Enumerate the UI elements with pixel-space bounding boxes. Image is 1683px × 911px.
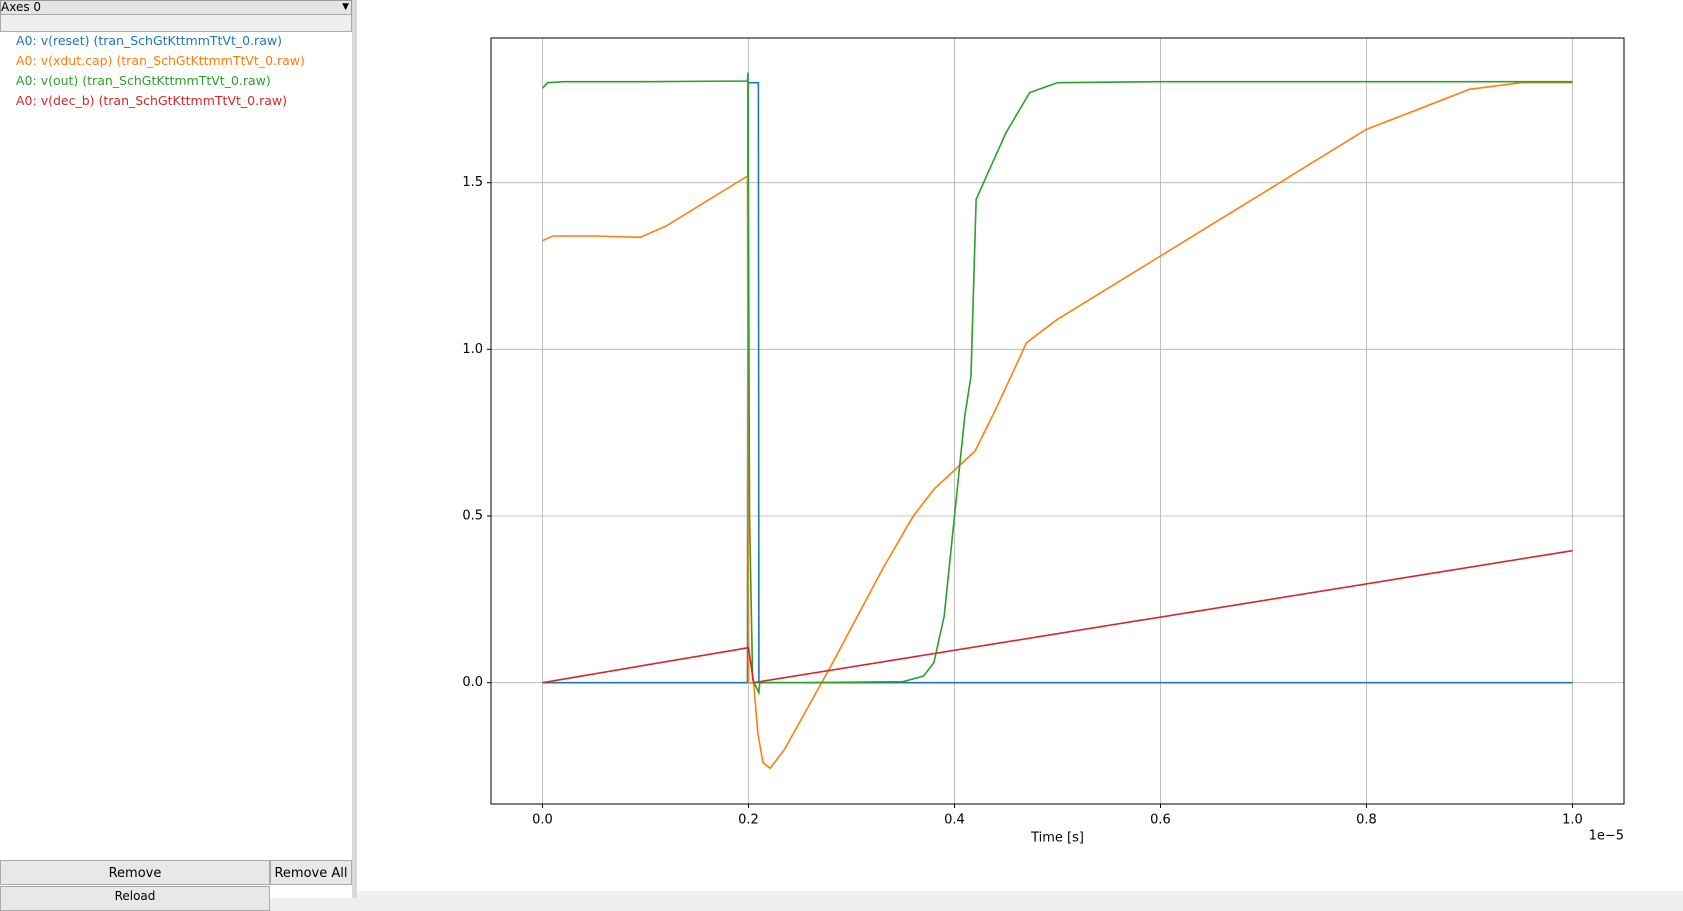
x-tick-label: 0.6 [1150, 813, 1171, 828]
sidebar: Axes 0 ▼ A0: v(reset) (tran_SchGtKttmmTtV… [0, 0, 357, 911]
axes-select[interactable]: Axes 0 ▼ [0, 0, 352, 15]
trace-item[interactable]: A0: v(xdut.cap) (tran_SchGtKttmmTtVt_0.r… [16, 53, 305, 68]
y-tick-label: 0.0 [462, 675, 483, 690]
plot-panel: 0.0 0.2 0.4 0.6 0.8 1.0 0.0 0.5 1.0 1.5 Time [s] 1e… [357, 0, 1683, 891]
y-tick-label: 0.5 [462, 509, 483, 524]
chart: 0.0 0.2 0.4 0.6 0.8 1.0 0.0 0.5 1.0 1.5 Time [s] 1e… [462, 37, 1625, 846]
y-tick-label: 1.5 [462, 175, 483, 190]
trace-item[interactable]: A0: v(reset) (tran_SchGtKttmmTtVt_0.raw) [16, 33, 282, 48]
series-line [542, 549, 1573, 684]
trace-item[interactable]: A0: v(out) (tran_SchGtKttmmTtVt_0.raw) [16, 73, 271, 88]
x-axis-label: Time [s] [1030, 831, 1084, 846]
dropdown-arrow: ▼ [342, 2, 349, 12]
series-line [542, 81, 1573, 684]
remove-all-button[interactable]: Remove All [270, 860, 352, 885]
x-offset-label: 1e−5 [1589, 829, 1624, 844]
y-tick-label: 1.0 [462, 342, 483, 357]
x-tick-label: 0.2 [738, 813, 759, 828]
x-tick-label: 0.0 [532, 813, 553, 828]
filter-box[interactable] [0, 14, 352, 32]
reload-button[interactable]: Reload [0, 886, 270, 911]
series-line [541, 72, 1573, 696]
x-tick-label: 0.4 [944, 813, 965, 828]
plot-frame [490, 37, 1625, 805]
x-tick-label: 0.8 [1356, 813, 1377, 828]
series-line [542, 81, 1573, 770]
remove-button[interactable]: Remove [0, 860, 270, 885]
axes-select-text: Axes 0 [1, 0, 42, 14]
trace-item[interactable]: A0: v(dec_b) (tran_SchGtKttmmTtVt_0.raw) [16, 93, 287, 108]
x-tick-label: 1.0 [1562, 813, 1583, 828]
